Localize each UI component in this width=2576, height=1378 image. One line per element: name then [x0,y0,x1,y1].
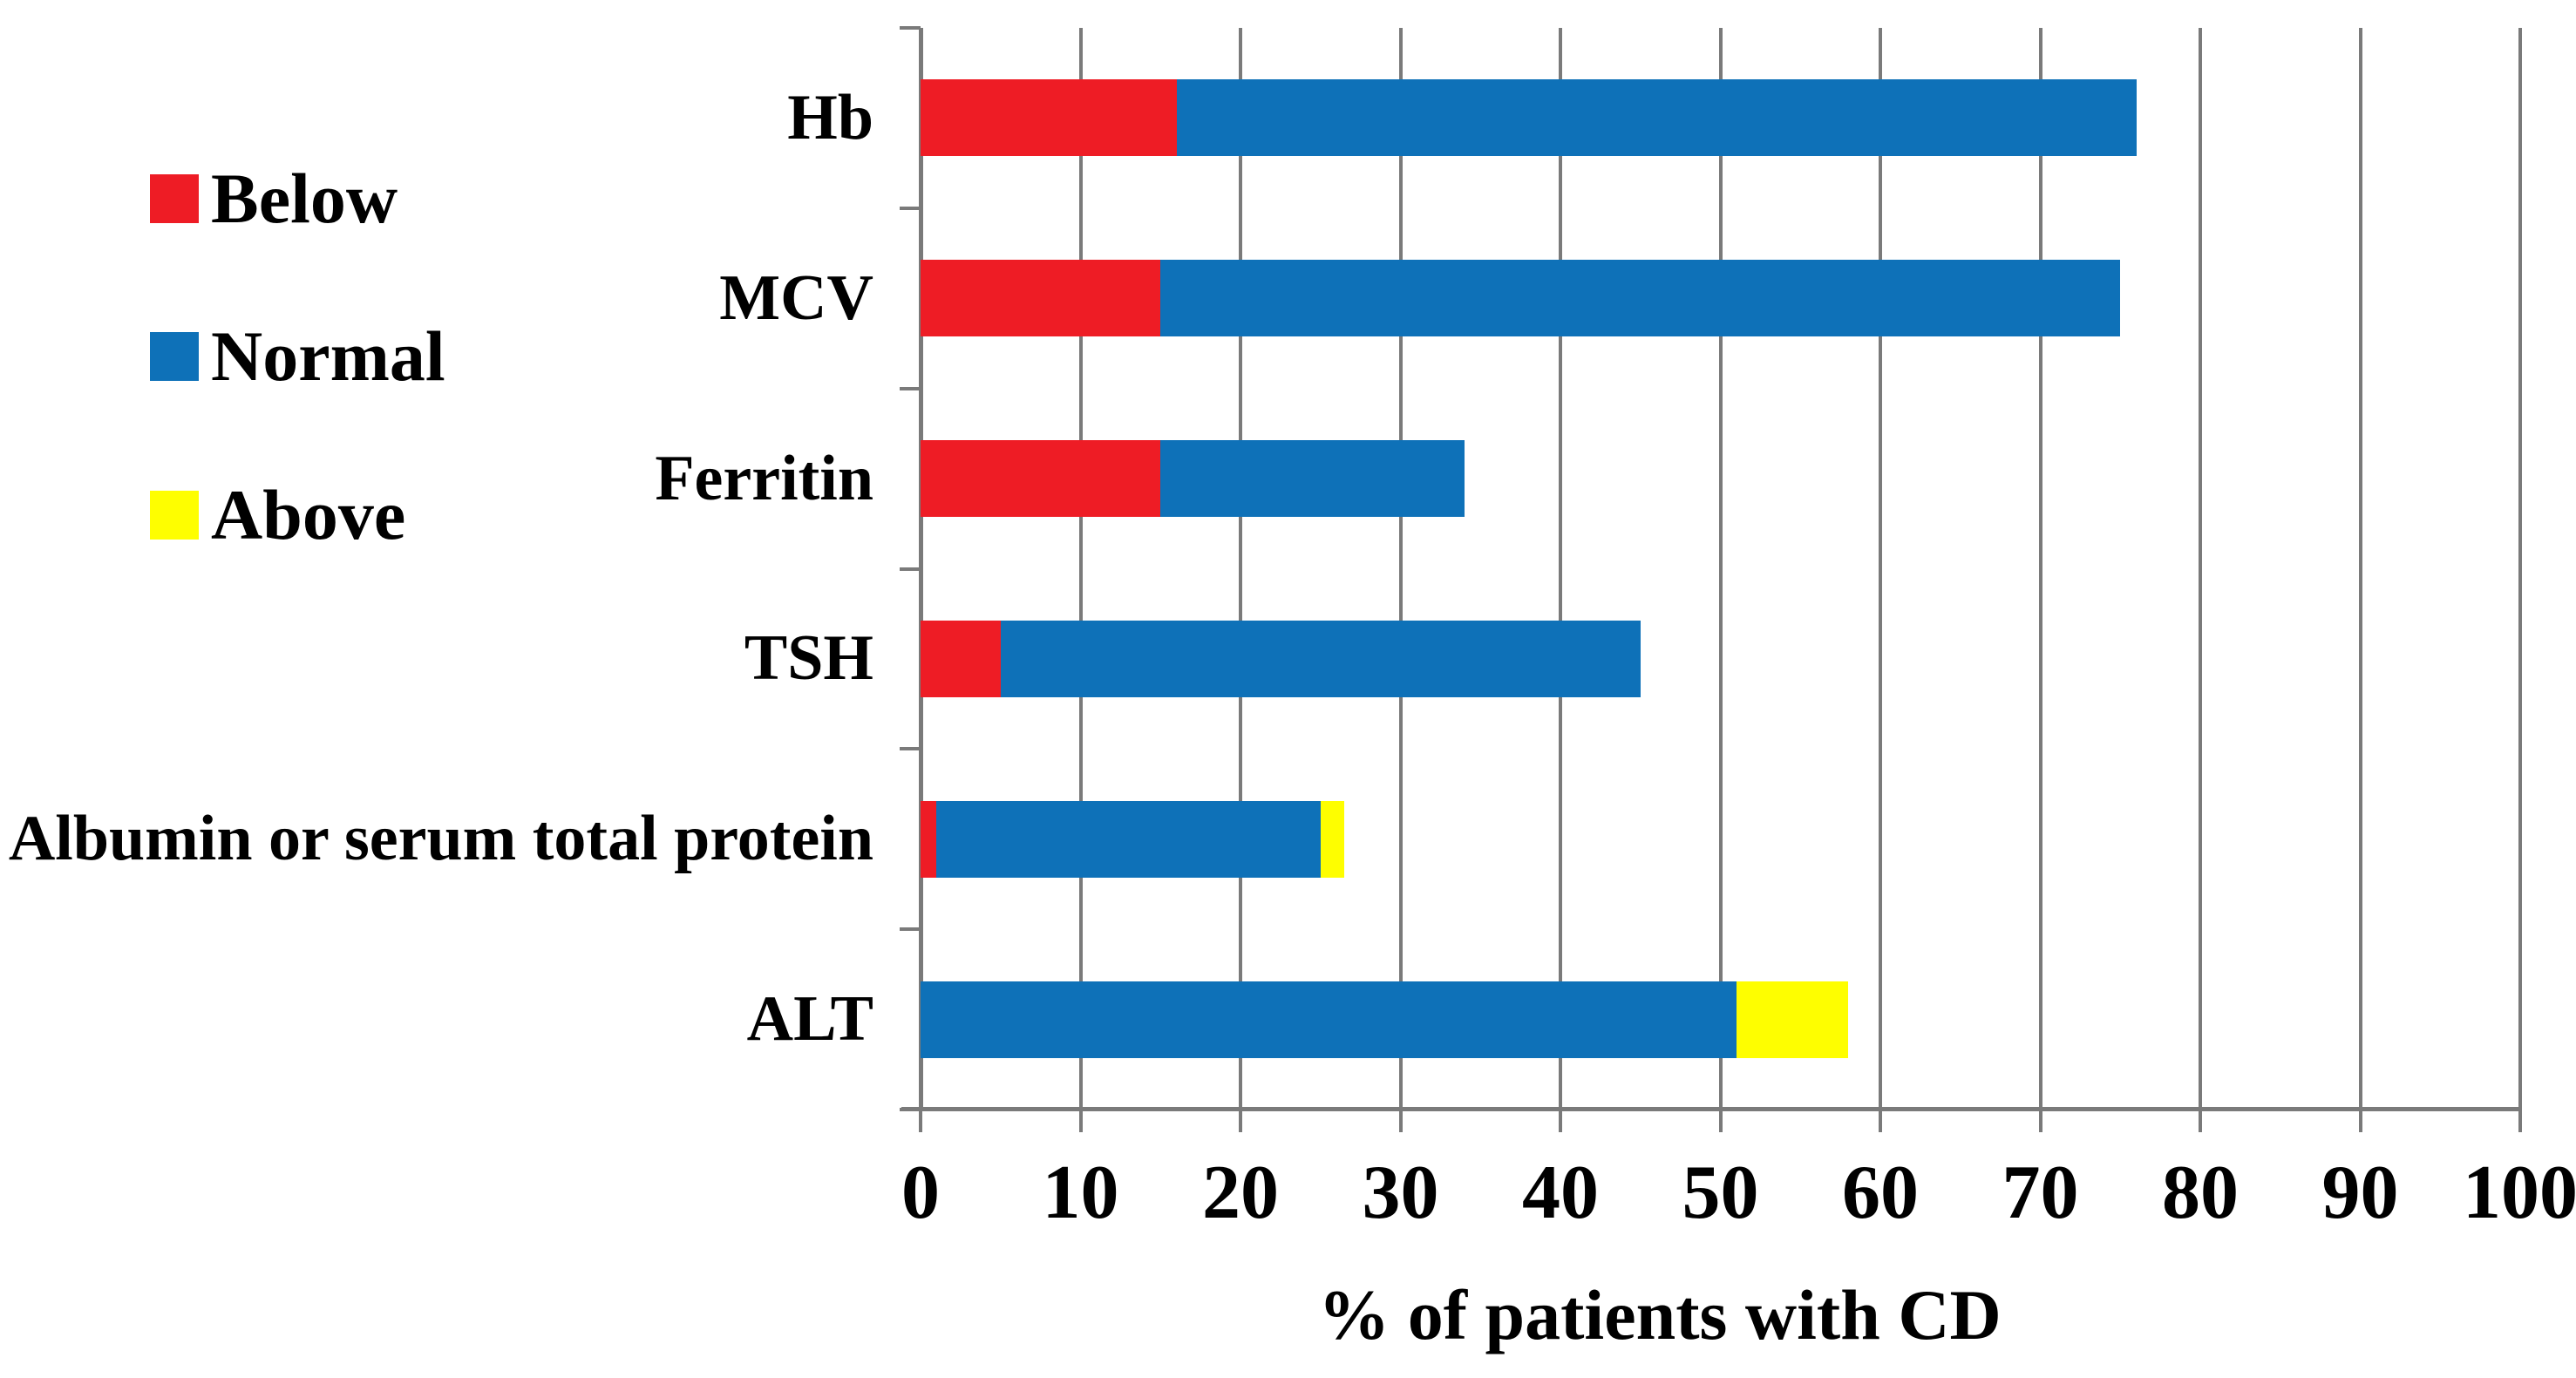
bar-segment-tsh-normal [1000,620,1641,697]
x-axis-line [901,1107,2522,1111]
gridline-80 [2199,28,2202,1110]
gridline-70 [2038,28,2042,1110]
bar-segment-ferritin-normal [1160,440,1465,518]
x-tick-10 [1078,1111,1083,1132]
x-tick-30 [1398,1111,1403,1132]
category-labels: Hb MCV Ferritin TSH Albumin or serum total p… [0,28,873,1110]
x-tick-40 [1559,1111,1562,1132]
bar-segment-albumin-or-serum-total-protein-normal [936,800,1321,878]
x-axis-title: % of patients with CD [1318,1275,2002,1354]
legend-item-below: Below [150,159,398,239]
x-tick-20 [1239,1111,1242,1132]
y-tick-6 [900,1108,921,1111]
x-tick-labels: 0 10 20 30 40 50 60 70 80 90 100 [901,1149,2576,1245]
bar-segment-hb-below [921,79,1177,157]
bar-row-albumin-or-serum-total-protein [921,800,2520,878]
bar-segment-alt-above [1736,981,1849,1058]
bar-row-mcv [921,260,2520,337]
x-tick-70 [2038,1111,2042,1132]
x-tick-label-20: 20 [1202,1151,1279,1235]
gridline-10 [1078,28,1083,1110]
y-axis-line [919,28,923,1110]
legend-swatch-above [150,491,199,540]
x-tick-90 [2358,1111,2362,1132]
y-tick-5 [900,927,921,932]
category-label-tsh: TSH [744,622,873,695]
category-label-hb: Hb [787,81,873,153]
bar-segment-alt-normal [921,981,1737,1058]
x-tick-label-90: 90 [2321,1151,2399,1235]
bar-segment-albumin-or-serum-total-protein-above [1320,800,1345,878]
gridline-40 [1559,28,1562,1110]
y-tick-4 [900,747,921,751]
x-tick-label-10: 10 [1042,1151,1119,1235]
bar-segment-hb-normal [1176,79,2137,157]
x-tick-label-40: 40 [1522,1151,1599,1235]
legend-label-above: Above [211,475,406,554]
x-tick-label-30: 30 [1362,1151,1439,1235]
bar-segment-tsh-below [921,620,1001,697]
legend-item-normal: Normal [150,316,445,397]
gridline-90 [2358,28,2362,1110]
x-tick-label-70: 70 [2002,1151,2079,1235]
x-tick-0 [919,1111,922,1132]
gridline-60 [1879,28,1882,1110]
x-tick-80 [2199,1111,2202,1132]
gridline-100 [2518,28,2522,1110]
x-tick-100 [2518,1111,2522,1132]
category-label-albumin-or-serum-total-protein: Albumin or serum total protein [8,803,873,875]
legend-swatch-below [150,174,199,223]
gridline-30 [1398,28,1403,1110]
x-tick-label-100: 100 [2463,1151,2576,1235]
bar-segment-ferritin-below [921,440,1161,518]
x-tick-50 [1718,1111,1723,1132]
x-tick-label-80: 80 [2162,1151,2239,1235]
y-tick-2 [900,386,921,390]
x-tick-label-60: 60 [1842,1151,1919,1235]
y-tick-3 [900,567,921,571]
bar-segment-albumin-or-serum-total-protein-below [921,800,937,878]
x-tick-label-50: 50 [1682,1151,1759,1235]
legend-swatch-normal [150,332,199,381]
bar-segment-mcv-normal [1160,260,2121,337]
y-tick-0 [900,26,921,30]
bar-row-tsh [921,620,2520,697]
y-tick-1 [900,206,921,210]
bar-row-ferritin [921,440,2520,518]
gridline-50 [1718,28,1723,1110]
x-tick-label-0: 0 [901,1151,940,1235]
bar-segment-mcv-below [921,260,1161,337]
category-label-alt: ALT [746,983,873,1056]
category-label-mcv: MCV [719,261,873,334]
legend-label-normal: Normal [211,316,445,396]
bar-row-alt [921,981,2520,1058]
legend-label-below: Below [211,159,398,238]
x-tick-60 [1879,1111,1882,1132]
gridline-20 [1239,28,1242,1110]
category-label-ferritin: Ferritin [655,442,873,514]
plot-area [900,26,2522,1132]
bar-row-hb [921,79,2520,157]
legend-item-above: Above [150,475,405,555]
